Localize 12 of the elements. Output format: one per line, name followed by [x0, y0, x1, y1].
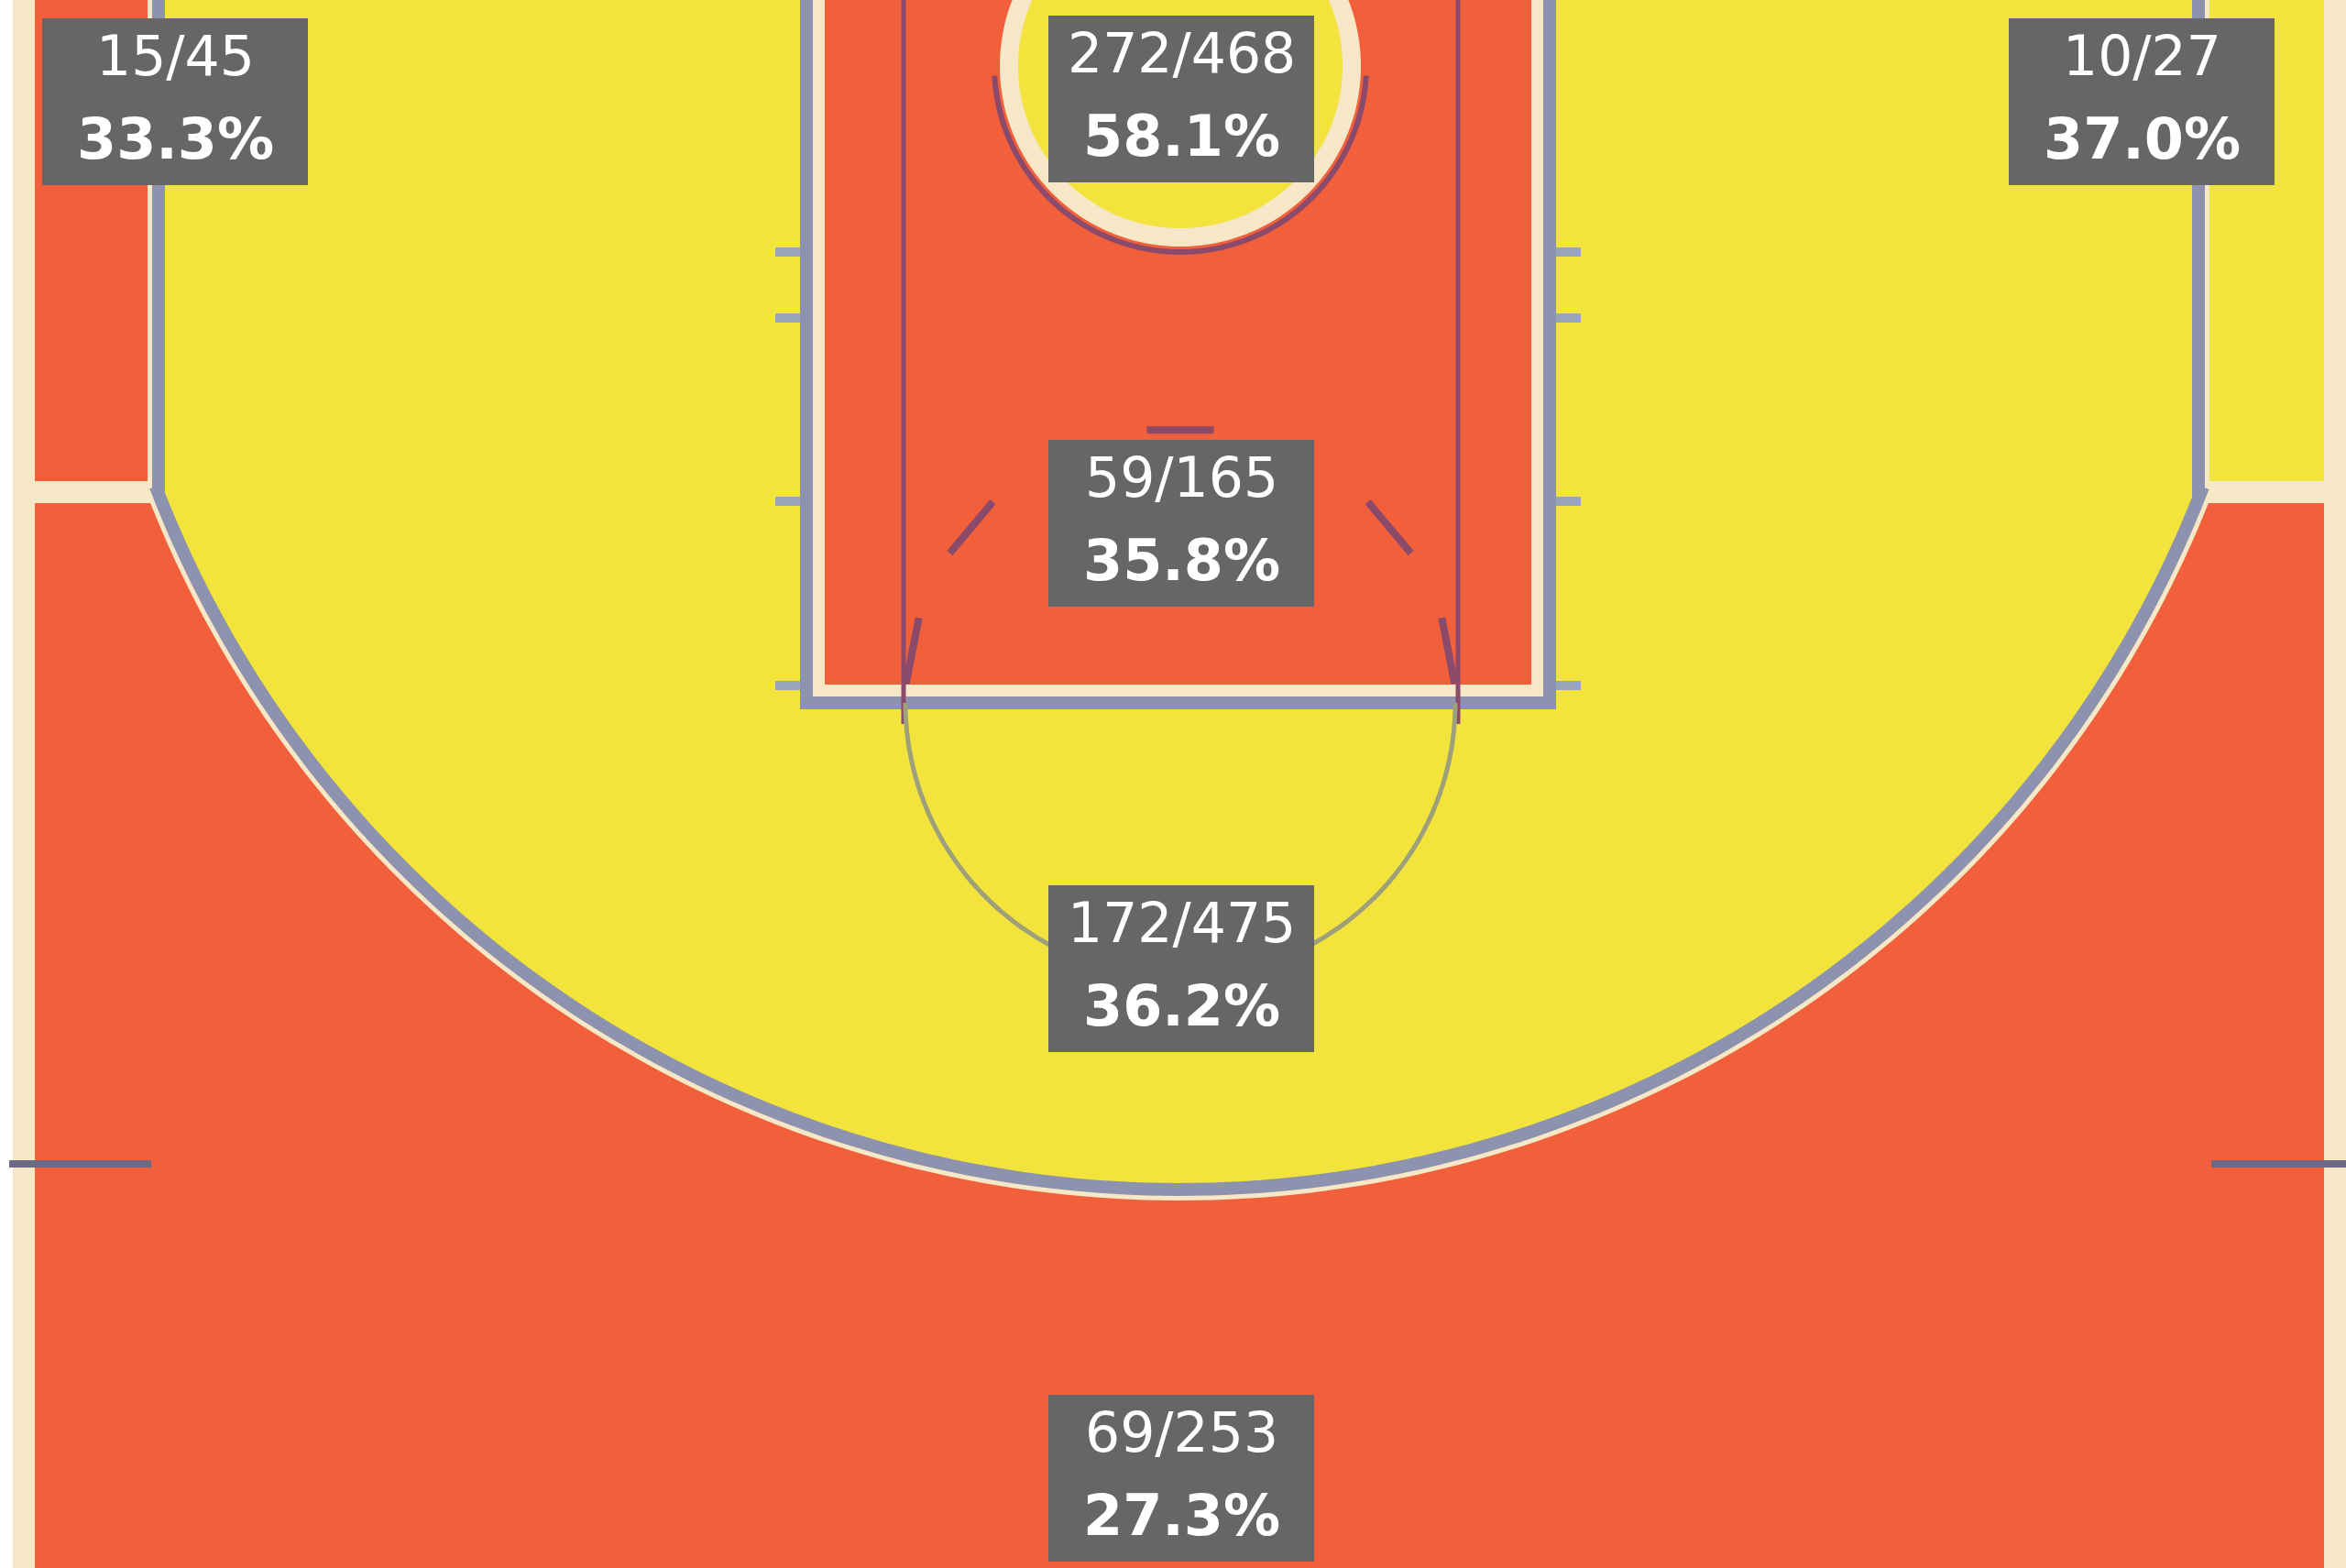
- text: 15/45: [96, 24, 255, 88]
- data-label: 37.0%: [2044, 105, 2242, 172]
- text: 10/27: [2063, 24, 2221, 88]
- data-label: 27.3%: [1083, 1482, 1281, 1549]
- text: 272/468: [1068, 21, 1297, 85]
- data-label: 36.2%: [1083, 972, 1281, 1039]
- text: 59/165: [1085, 445, 1279, 510]
- text: 69/253: [1085, 1400, 1279, 1464]
- data-label: 58.1%: [1083, 103, 1281, 170]
- data-label: 35.8%: [1083, 527, 1281, 594]
- data-label: 33.3%: [77, 105, 275, 172]
- text: 172/475: [1068, 891, 1297, 955]
